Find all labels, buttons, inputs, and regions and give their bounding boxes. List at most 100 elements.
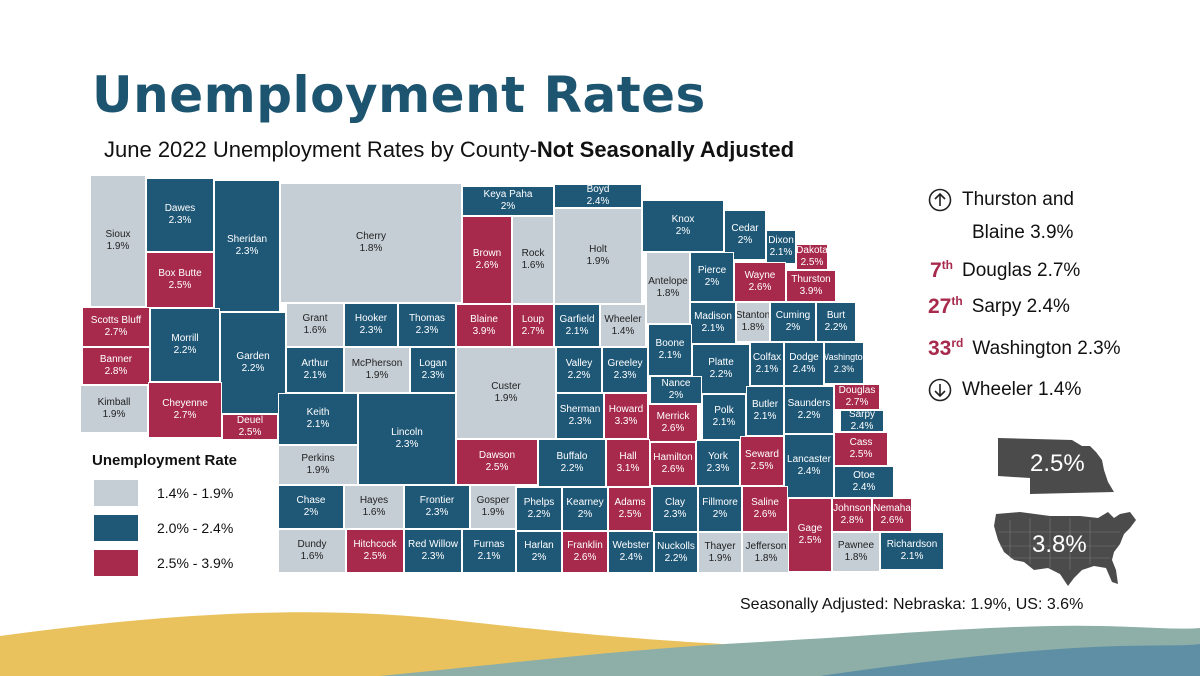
county-webster[interactable]: Webster 2.4% bbox=[608, 531, 654, 573]
county-chase[interactable]: Chase 2% bbox=[278, 485, 344, 529]
county-antelope[interactable]: Antelope 1.8% bbox=[646, 252, 690, 324]
county-rock[interactable]: Rock 1.6% bbox=[512, 216, 554, 304]
county-name: Gosper bbox=[476, 495, 510, 506]
county-washington[interactable]: Washington 2.3% bbox=[824, 342, 864, 384]
county-cass[interactable]: Cass 2.5% bbox=[834, 432, 888, 466]
highlight-lowest-text: Wheeler 1.4% bbox=[962, 379, 1082, 400]
county-arthur[interactable]: Arthur 2.1% bbox=[286, 347, 344, 393]
county-wayne[interactable]: Wayne 2.6% bbox=[734, 262, 786, 302]
county-blaine[interactable]: Blaine 3.9% bbox=[456, 304, 512, 347]
county-stanton[interactable]: Stanton 1.8% bbox=[736, 302, 770, 342]
county-burt[interactable]: Burt 2.2% bbox=[816, 302, 856, 342]
county-garden[interactable]: Garden 2.2% bbox=[220, 312, 286, 414]
county-harlan[interactable]: Harlan 2% bbox=[516, 531, 562, 573]
county-thayer[interactable]: Thayer 1.9% bbox=[698, 532, 742, 573]
county-howard[interactable]: Howard 3.3% bbox=[604, 393, 648, 439]
county-fillmore[interactable]: Fillmore 2% bbox=[698, 486, 742, 532]
county-greeley[interactable]: Greeley 2.3% bbox=[602, 347, 648, 393]
county-thomas[interactable]: Thomas 2.3% bbox=[398, 303, 456, 347]
county-madison[interactable]: Madison 2.1% bbox=[690, 302, 736, 344]
county-sherman[interactable]: Sherman 2.3% bbox=[556, 393, 604, 439]
county-hamilton[interactable]: Hamilton 2.6% bbox=[650, 442, 696, 486]
county-sarpy[interactable]: Sarpy 2.4% bbox=[840, 410, 884, 432]
county-dakota[interactable]: Dakota 2.5% bbox=[796, 244, 828, 270]
county-cuming[interactable]: Cuming 2% bbox=[770, 302, 816, 342]
county-douglas[interactable]: Douglas 2.7% bbox=[834, 384, 880, 410]
county-frontier[interactable]: Frontier 2.3% bbox=[404, 485, 470, 529]
county-morrill[interactable]: Morrill 2.2% bbox=[150, 308, 220, 382]
county-wheeler[interactable]: Wheeler 1.4% bbox=[600, 304, 646, 347]
county-seward[interactable]: Seward 2.5% bbox=[740, 436, 784, 486]
county-butler[interactable]: Butler 2.1% bbox=[746, 386, 784, 436]
county-logan[interactable]: Logan 2.3% bbox=[410, 347, 456, 393]
rank-badge: 27th bbox=[928, 294, 963, 319]
county-polk[interactable]: Polk 2.1% bbox=[702, 394, 746, 440]
county-cedar[interactable]: Cedar 2% bbox=[724, 210, 766, 260]
county-cheyenne[interactable]: Cheyenne 2.7% bbox=[148, 382, 222, 438]
county-johnson[interactable]: Johnson 2.8% bbox=[832, 498, 872, 532]
county-nuckolls[interactable]: Nuckolls 2.2% bbox=[654, 532, 698, 573]
county-saunders[interactable]: Saunders 2.2% bbox=[784, 386, 834, 434]
county-rate: 2.2% bbox=[797, 410, 821, 421]
county-richardson[interactable]: Richardson 2.1% bbox=[880, 532, 944, 570]
county-garfield[interactable]: Garfield 2.1% bbox=[554, 304, 600, 347]
county-nance[interactable]: Nance 2% bbox=[650, 376, 702, 404]
county-boone[interactable]: Boone 2.1% bbox=[648, 324, 692, 376]
county-cherry[interactable]: Cherry 1.8% bbox=[280, 183, 462, 303]
county-name: Valley bbox=[565, 358, 593, 369]
county-dixon[interactable]: Dixon 2.1% bbox=[766, 230, 796, 264]
county-hooker[interactable]: Hooker 2.3% bbox=[344, 303, 398, 347]
county-jefferson[interactable]: Jefferson 1.8% bbox=[742, 532, 790, 573]
county-perkins[interactable]: Perkins 1.9% bbox=[278, 445, 358, 485]
county-sioux[interactable]: Sioux 1.9% bbox=[90, 175, 146, 307]
county-york[interactable]: York 2.3% bbox=[696, 440, 740, 486]
county-thurston[interactable]: Thurston 3.9% bbox=[786, 270, 836, 302]
county-holt[interactable]: Holt 1.9% bbox=[554, 208, 642, 304]
county-lincoln[interactable]: Lincoln 2.3% bbox=[358, 393, 456, 485]
county-keith[interactable]: Keith 2.1% bbox=[278, 393, 358, 445]
county-dundy[interactable]: Dundy 1.6% bbox=[278, 529, 346, 573]
county-lancaster[interactable]: Lancaster 2.4% bbox=[784, 434, 834, 498]
county-gage[interactable]: Gage 2.5% bbox=[788, 498, 832, 572]
county-valley[interactable]: Valley 2.2% bbox=[556, 347, 602, 393]
county-custer[interactable]: Custer 1.9% bbox=[456, 347, 556, 439]
county-name: Kimball bbox=[97, 397, 131, 408]
county-loup[interactable]: Loup 2.7% bbox=[512, 304, 554, 347]
county-pawnee[interactable]: Pawnee 1.8% bbox=[832, 532, 880, 572]
county-kimball[interactable]: Kimball 1.9% bbox=[80, 385, 148, 433]
county-phelps[interactable]: Phelps 2.2% bbox=[516, 487, 562, 531]
county-boyd[interactable]: Boyd 2.4% bbox=[554, 184, 642, 208]
county-merrick[interactable]: Merrick 2.6% bbox=[648, 404, 698, 442]
county-grant[interactable]: Grant 1.6% bbox=[286, 303, 344, 347]
county-adams[interactable]: Adams 2.5% bbox=[608, 487, 652, 531]
county-hitchcock[interactable]: Hitchcock 2.5% bbox=[346, 529, 404, 573]
county-banner[interactable]: Banner 2.8% bbox=[82, 347, 150, 385]
county-name: Greeley bbox=[607, 358, 643, 369]
county-knox[interactable]: Knox 2% bbox=[642, 200, 724, 252]
county-dawes[interactable]: Dawes 2.3% bbox=[146, 178, 214, 252]
county-keya-paha[interactable]: Keya Paha 2% bbox=[462, 186, 554, 216]
county-clay[interactable]: Clay 2.3% bbox=[652, 486, 698, 532]
county-dodge[interactable]: Dodge 2.4% bbox=[784, 342, 824, 386]
county-kearney[interactable]: Kearney 2% bbox=[562, 487, 608, 531]
county-hayes[interactable]: Hayes 1.6% bbox=[344, 485, 404, 529]
county-rate: 2.6% bbox=[880, 515, 904, 526]
county-pierce[interactable]: Pierce 2% bbox=[690, 252, 734, 302]
county-brown[interactable]: Brown 2.6% bbox=[462, 216, 512, 304]
county-nemaha[interactable]: Nemaha 2.6% bbox=[872, 498, 912, 532]
county-scotts-bluff[interactable]: Scotts Bluff 2.7% bbox=[82, 307, 150, 347]
county-sheridan[interactable]: Sheridan 2.3% bbox=[214, 180, 280, 312]
county-gosper[interactable]: Gosper 1.9% bbox=[470, 485, 516, 529]
county-franklin[interactable]: Franklin 2.6% bbox=[562, 531, 608, 573]
county-box-butte[interactable]: Box Butte 2.5% bbox=[146, 252, 214, 308]
county-red-willow[interactable]: Red Willow 2.3% bbox=[404, 529, 462, 573]
county-mcpherson[interactable]: McPherson 1.9% bbox=[344, 347, 410, 393]
county-furnas[interactable]: Furnas 2.1% bbox=[462, 529, 516, 573]
county-hall[interactable]: Hall 3.1% bbox=[606, 439, 650, 487]
county-dawson[interactable]: Dawson 2.5% bbox=[456, 439, 538, 485]
county-saline[interactable]: Saline 2.6% bbox=[742, 486, 788, 532]
county-colfax[interactable]: Colfax 2.1% bbox=[750, 342, 784, 386]
county-buffalo[interactable]: Buffalo 2.2% bbox=[538, 439, 606, 487]
county-deuel[interactable]: Deuel 2.5% bbox=[222, 414, 278, 440]
county-otoe[interactable]: Otoe 2.4% bbox=[834, 466, 894, 498]
